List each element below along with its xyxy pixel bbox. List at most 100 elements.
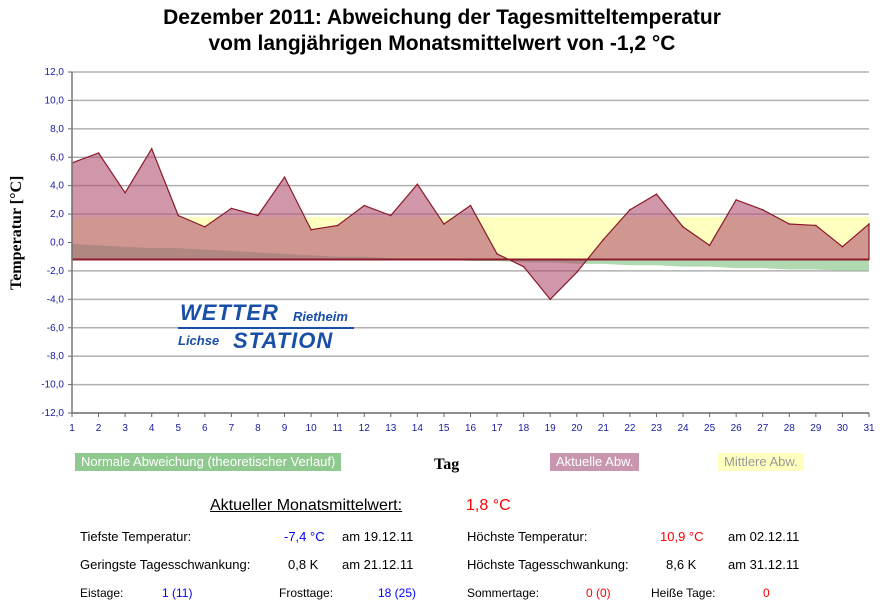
data-point <box>283 176 286 178</box>
data-point <box>682 226 684 228</box>
x-tick-label: 30 <box>837 423 849 434</box>
y-tick-label: -10,0 <box>41 380 64 391</box>
chart-title-line2: vom langjährigen Monatsmittelwert von -1… <box>208 32 676 55</box>
data-point <box>469 204 472 207</box>
x-tick-label: 31 <box>863 423 875 434</box>
data-point <box>761 209 764 211</box>
max-temp-value: 10,9 °C <box>660 529 704 544</box>
y-tick-label: -8,0 <box>47 351 65 362</box>
x-tick-label: 14 <box>412 423 424 434</box>
data-point <box>522 265 525 268</box>
y-axis-label: Temperatur [°C] <box>8 175 25 290</box>
data-point <box>549 298 551 301</box>
min-temp-label: Tiefste Temperatur: <box>80 529 192 544</box>
y-tick-label: -2,0 <box>47 266 65 277</box>
data-point <box>788 223 791 225</box>
legend-normal: Normale Abweichung (theoretischer Verlau… <box>75 453 342 471</box>
x-tick-label: 6 <box>202 423 208 434</box>
frost-days-label: Frosttage: <box>279 586 334 600</box>
data-point <box>708 244 711 247</box>
x-tick-label: 19 <box>545 423 557 434</box>
max-temp-label: Höchste Temperatur: <box>467 529 588 544</box>
ice-days-value: 1 (11) <box>162 586 193 600</box>
x-tick-label: 20 <box>571 423 583 434</box>
normal-deviation-area <box>72 243 869 271</box>
x-tick-label: 5 <box>175 423 181 434</box>
x-tick-label: 8 <box>255 423 261 434</box>
y-tick-label: 10,0 <box>45 95 65 106</box>
data-point <box>97 152 100 154</box>
data-point <box>655 193 658 195</box>
x-tick-label: 17 <box>492 423 504 434</box>
x-tick-label: 22 <box>624 423 636 434</box>
y-tick-label: -12,0 <box>41 408 64 419</box>
data-point <box>204 226 206 228</box>
ice-days-label: Eistage: <box>80 586 124 600</box>
frost-days-value: 18 (25) <box>378 586 417 600</box>
min-temp-date: am 19.12.11 <box>342 529 414 544</box>
data-point <box>868 223 870 225</box>
data-point <box>815 224 817 227</box>
min-range-label: Geringste Tagesschwankung: <box>80 557 251 572</box>
summer-days-label: Sommertage: <box>467 586 540 600</box>
min-range-value: 0,8 K <box>288 557 319 572</box>
data-point <box>416 183 419 186</box>
y-tick-label: 0,0 <box>50 238 64 249</box>
y-tick-label: 4,0 <box>50 181 64 192</box>
x-tick-label: 18 <box>518 423 530 434</box>
y-tick-label: -4,0 <box>47 294 65 305</box>
x-tick-label: 15 <box>438 423 450 434</box>
y-tick-label: 12,0 <box>45 67 65 78</box>
y-tick-label: 8,0 <box>50 124 64 135</box>
data-point <box>575 271 578 274</box>
max-range-value: 8,6 K <box>666 557 697 572</box>
data-point <box>602 238 605 241</box>
x-tick-label: 28 <box>784 423 796 434</box>
monthly-mean-value: 1,8 °C <box>466 497 511 514</box>
data-point <box>363 204 366 207</box>
x-tick-label: 29 <box>810 423 822 434</box>
legend-mean: Mittlere Abw. <box>718 453 804 471</box>
x-tick-label: 3 <box>122 423 128 434</box>
data-point <box>496 253 498 255</box>
x-tick-label: 13 <box>385 423 397 434</box>
hot-days-label: Heiße Tage: <box>651 586 716 600</box>
y-tick-label: 6,0 <box>50 152 64 163</box>
x-tick-label: 12 <box>359 423 371 434</box>
legend-actual: Aktuelle Abw. <box>550 453 640 471</box>
y-tick-label: -6,0 <box>47 323 65 334</box>
monthly-mean-label: Aktueller Monatsmittelwert: <box>210 497 403 514</box>
chart-title-line1: Dezember 2011: Abweichung der Tagesmitte… <box>163 6 721 29</box>
y-tick-label: 2,0 <box>50 209 64 220</box>
x-tick-label: 21 <box>598 423 610 434</box>
x-tick-label: 26 <box>731 423 743 434</box>
data-point <box>841 245 844 248</box>
x-tick-label: 24 <box>677 423 689 434</box>
data-point <box>124 191 126 194</box>
x-axis-label: Tag <box>434 456 460 473</box>
data-point <box>443 223 445 225</box>
min-temp-value: -7,4 °C <box>284 529 325 544</box>
data-point <box>390 214 392 217</box>
x-tick-label: 25 <box>704 423 716 434</box>
actual-deviation-area <box>71 147 870 301</box>
summer-days-value: 0 (0) <box>586 586 611 600</box>
data-point <box>336 224 339 227</box>
data-point <box>150 147 153 150</box>
hot-days-value: 0 <box>763 586 770 600</box>
x-tick-label: 1 <box>69 423 75 434</box>
max-range-label: Höchste Tagesschwankung: <box>467 557 629 572</box>
max-temp-date: am 02.12.11 <box>728 529 800 544</box>
x-tick-label: 10 <box>306 423 318 434</box>
data-point <box>629 209 631 211</box>
x-tick-label: 4 <box>149 423 155 434</box>
x-tick-label: 9 <box>282 423 288 434</box>
min-range-date: am 21.12.11 <box>342 557 414 572</box>
data-point <box>230 207 233 210</box>
max-range-date: am 31.12.11 <box>728 557 800 572</box>
data-point <box>735 199 737 201</box>
x-tick-label: 2 <box>96 423 102 434</box>
x-tick-label: 7 <box>229 423 235 434</box>
data-point <box>257 214 259 217</box>
